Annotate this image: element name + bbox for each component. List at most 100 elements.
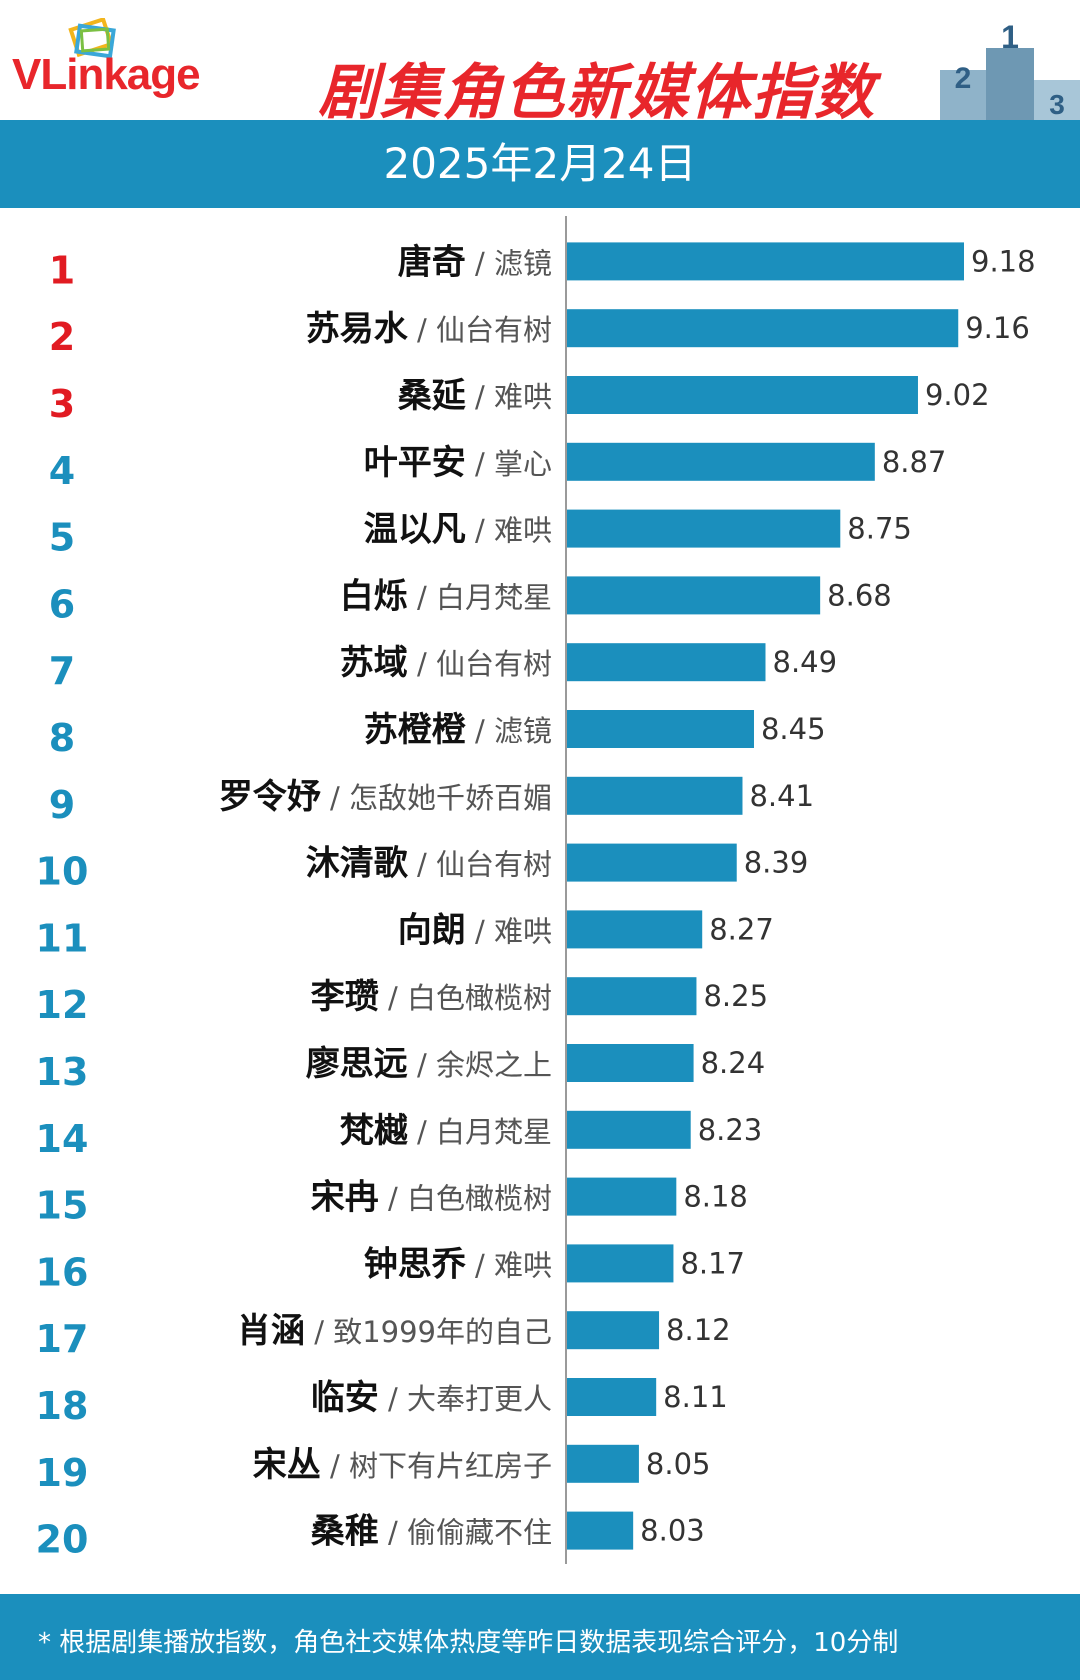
- data-label: 8.05: [646, 1447, 711, 1481]
- character-name: 钟思乔: [364, 1244, 467, 1284]
- bar: [567, 643, 766, 682]
- drama-title: / 白月梵星: [408, 580, 552, 614]
- vlinkage-logo: VLinkage: [12, 50, 201, 99]
- drama-title: / 致1999年的自己: [305, 1315, 552, 1349]
- row-label: 梵樾 / 白月梵星: [340, 1111, 552, 1151]
- drama-title: / 滤镜: [466, 714, 552, 748]
- drama-title: / 白月梵星: [408, 1115, 552, 1149]
- character-name: 罗令妤: [219, 777, 321, 817]
- row-label: 罗令妤 / 怎敌她千娇百媚: [219, 777, 552, 817]
- bar: [567, 1044, 694, 1082]
- data-label: 9.16: [965, 311, 1030, 345]
- rank-number: 10: [36, 850, 89, 894]
- bar: [567, 710, 754, 748]
- data-label: 8.49: [773, 645, 838, 679]
- data-label: 8.23: [698, 1113, 763, 1147]
- row-label: 沐清歌 / 仙台有树: [306, 844, 552, 884]
- bar: [567, 977, 697, 1016]
- bar: [567, 776, 743, 815]
- data-label: 8.11: [663, 1380, 728, 1414]
- data-label: 8.25: [703, 979, 768, 1013]
- ranking-chart: 1 唐奇 / 滤镜 9.18 2 苏易水 / 仙台有树 9.16 3 桑延 / 难哄 9.02 4…: [0, 208, 1080, 1592]
- drama-title: / 仙台有树: [408, 848, 552, 882]
- data-label: 8.03: [640, 1514, 705, 1548]
- character-name: 温以凡: [364, 510, 466, 550]
- character-name: 叶平安: [364, 443, 466, 483]
- drama-title: / 滤镜: [466, 246, 552, 280]
- bar: [567, 843, 737, 882]
- drama-title: / 偷偷藏不住: [379, 1516, 552, 1550]
- rank-number: 1: [49, 248, 75, 292]
- row-label: 唐奇 / 滤镜: [398, 242, 552, 282]
- bar: [567, 1177, 677, 1216]
- rank-number: 19: [36, 1451, 89, 1495]
- drama-title: / 难哄: [466, 914, 552, 948]
- rank-number: 6: [49, 582, 75, 626]
- rank-number: 14: [36, 1117, 89, 1161]
- header: VLinkage 剧集角色新媒体指数 2 1 3: [0, 0, 1080, 128]
- character-name: 桑延: [398, 376, 467, 416]
- bar: [567, 576, 821, 615]
- data-label: 8.24: [701, 1046, 766, 1080]
- row-label: 苏易水 / 仙台有树: [306, 309, 552, 349]
- data-label: 8.27: [709, 912, 774, 946]
- data-label: 8.75: [847, 512, 912, 546]
- row-label: 温以凡 / 难哄: [364, 510, 552, 550]
- rank-number: 8: [49, 716, 75, 760]
- date-label: 2025年2月24日: [383, 139, 697, 188]
- data-label: 8.68: [827, 578, 892, 612]
- character-name: 李瓒: [311, 977, 379, 1017]
- drama-title: / 白色橄榄树: [379, 981, 552, 1015]
- row-label: 苏域 / 仙台有树: [340, 643, 552, 683]
- character-name: 宋丛: [253, 1445, 321, 1485]
- bar: [567, 1110, 691, 1149]
- rank-number: 17: [36, 1317, 89, 1361]
- rank-number: 13: [36, 1050, 89, 1094]
- rank-number: 7: [49, 649, 75, 693]
- rank-number: 3: [49, 382, 75, 426]
- data-label: 8.12: [666, 1313, 731, 1347]
- data-label: 8.45: [761, 712, 826, 746]
- row-label: 钟思乔 / 难哄: [364, 1244, 552, 1284]
- date-banner: 2025年2月24日: [0, 120, 1080, 208]
- character-name: 桑稚: [311, 1512, 379, 1552]
- drama-title: / 掌心: [466, 447, 552, 481]
- drama-title: / 难哄: [466, 380, 552, 414]
- bar: [567, 509, 841, 548]
- drama-title: / 难哄: [466, 514, 552, 548]
- rank-number: 9: [49, 783, 75, 827]
- row-label: 叶平安 / 掌心: [364, 443, 552, 483]
- podium-label-2: 2: [955, 62, 972, 95]
- drama-title: / 树下有片红房子: [321, 1449, 552, 1483]
- rank-number: 16: [36, 1250, 89, 1294]
- row-label: 李瓒 / 白色橄榄树: [311, 977, 552, 1017]
- character-name: 宋冉: [311, 1178, 379, 1218]
- rank-number: 4: [49, 449, 75, 493]
- data-label: 9.18: [971, 244, 1036, 278]
- rank-number: 11: [36, 916, 89, 960]
- ranking-bar-chart: 1 唐奇 / 滤镜 9.18 2 苏易水 / 仙台有树 9.16 3 桑延 / 难哄 9.02 4…: [36, 216, 1036, 1564]
- row-label: 宋冉 / 白色橄榄树: [311, 1178, 552, 1218]
- character-name: 唐奇: [398, 242, 466, 282]
- character-name: 廖思远: [306, 1044, 408, 1084]
- bar: [567, 242, 964, 281]
- rank-number: 18: [36, 1384, 89, 1428]
- bar: [567, 910, 703, 949]
- data-label: 8.41: [749, 779, 814, 813]
- row-label: 桑稚 / 偷偷藏不住: [311, 1512, 552, 1552]
- character-name: 苏域: [340, 643, 408, 683]
- row-label: 廖思远 / 余烬之上: [306, 1044, 552, 1084]
- rank-number: 2: [49, 315, 75, 359]
- drama-title: / 仙台有树: [408, 313, 552, 347]
- bar: [567, 1378, 657, 1416]
- data-label: 8.18: [683, 1180, 748, 1214]
- character-name: 梵樾: [340, 1111, 409, 1151]
- character-name: 白烁: [340, 576, 408, 616]
- character-name: 苏易水: [306, 309, 409, 349]
- bar: [567, 309, 959, 348]
- page-title: 剧集角色新媒体指数: [318, 58, 876, 128]
- drama-title: / 难哄: [466, 1248, 552, 1282]
- rank-number: 12: [36, 983, 89, 1027]
- bar: [567, 1444, 639, 1483]
- row-label: 临安 / 大奉打更人: [311, 1378, 552, 1418]
